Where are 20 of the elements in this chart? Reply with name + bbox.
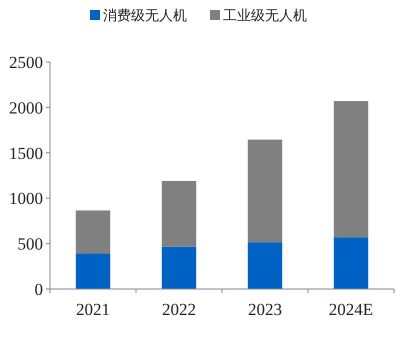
bar	[76, 254, 110, 289]
x-tick-label: 2022	[162, 300, 196, 319]
y-tick-label: 500	[18, 234, 43, 254]
y-tick-label: 2000	[9, 98, 43, 118]
x-tick-label: 2024E	[328, 300, 374, 319]
bar	[248, 242, 282, 289]
bar	[334, 101, 368, 238]
y-tick-label: 0	[34, 280, 43, 299]
x-tick-label: 2021	[76, 300, 110, 319]
y-tick-label: 1500	[9, 144, 43, 163]
bar	[162, 180, 196, 247]
y-tick-label: 2500	[9, 52, 43, 72]
x-tick-label: 2023	[248, 300, 282, 319]
bar	[248, 140, 282, 242]
bar	[76, 210, 110, 254]
bar	[334, 237, 368, 289]
bar	[162, 246, 196, 289]
legend-label: 工业级无人机	[223, 8, 307, 24]
legend-label: 消费级无人机	[103, 8, 187, 24]
y-tick-label: 1000	[9, 189, 43, 208]
